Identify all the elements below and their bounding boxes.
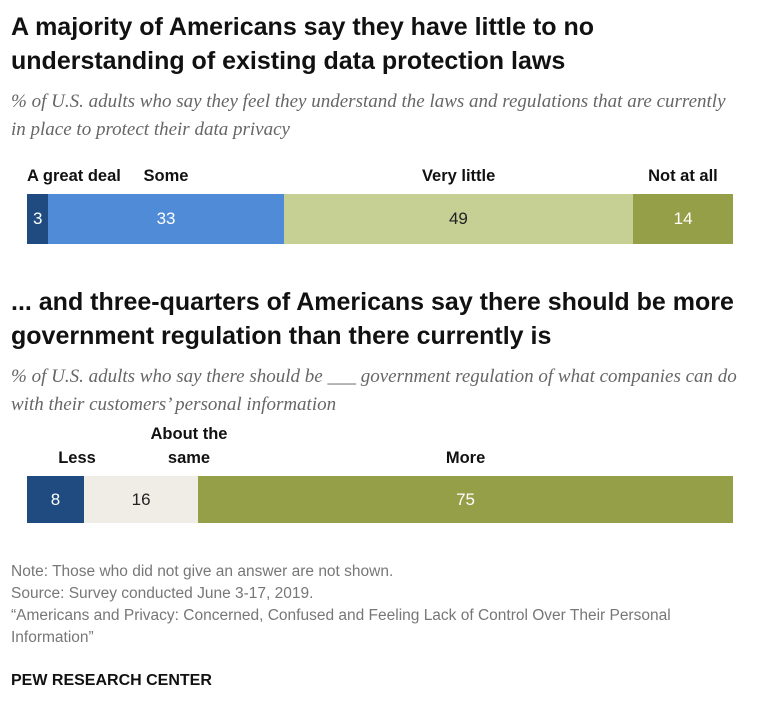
value-label: 49 — [448, 209, 468, 228]
segment-label: A great deal — [27, 167, 121, 185]
bar-segment: 16 — [84, 476, 199, 523]
segment-label: Some — [143, 167, 189, 185]
bar-segment: 33 — [48, 194, 284, 244]
bar-segment: 75 — [198, 476, 733, 523]
chart-title: A majority of Americans say they have li… — [11, 13, 595, 75]
segment-label: More — [445, 449, 486, 467]
bar-segment: 49 — [283, 194, 634, 244]
value-label: 33 — [156, 209, 176, 228]
segment-label: Very little — [421, 167, 496, 185]
bar-segment: 3 — [27, 194, 49, 244]
report-title: “Americans and Privacy: Concerned, Confu… — [11, 607, 671, 646]
bar-segment: 14 — [633, 194, 733, 244]
notes: Note: Those who did not give an answer a… — [11, 561, 711, 649]
source: Source: Survey conducted June 3-17, 2019… — [11, 585, 314, 602]
chart: ... and three-quarters of Americans say … — [0, 285, 766, 545]
brand: PEW RESEARCH CENTER — [11, 672, 212, 689]
bar-segment: 8 — [27, 476, 85, 523]
chart-subtitle: % of U.S. adults who say they feel they … — [11, 91, 726, 140]
value-label: 75 — [456, 489, 476, 509]
chart-title: ... and three-quarters of Americans say … — [11, 288, 734, 350]
chart-subtitle: % of U.S. adults who say there should be… — [11, 366, 737, 415]
segment-label: Not at all — [648, 167, 718, 185]
value-label: 14 — [673, 209, 693, 228]
chart: A majority of Americans say they have li… — [0, 10, 766, 270]
value-label: 3 — [32, 209, 43, 228]
segment-label: About the same — [150, 425, 228, 467]
note: Note: Those who did not give an answer a… — [11, 563, 394, 580]
segment-label: Less — [58, 449, 96, 467]
value-label: 16 — [131, 489, 151, 509]
value-label: 8 — [50, 489, 61, 509]
